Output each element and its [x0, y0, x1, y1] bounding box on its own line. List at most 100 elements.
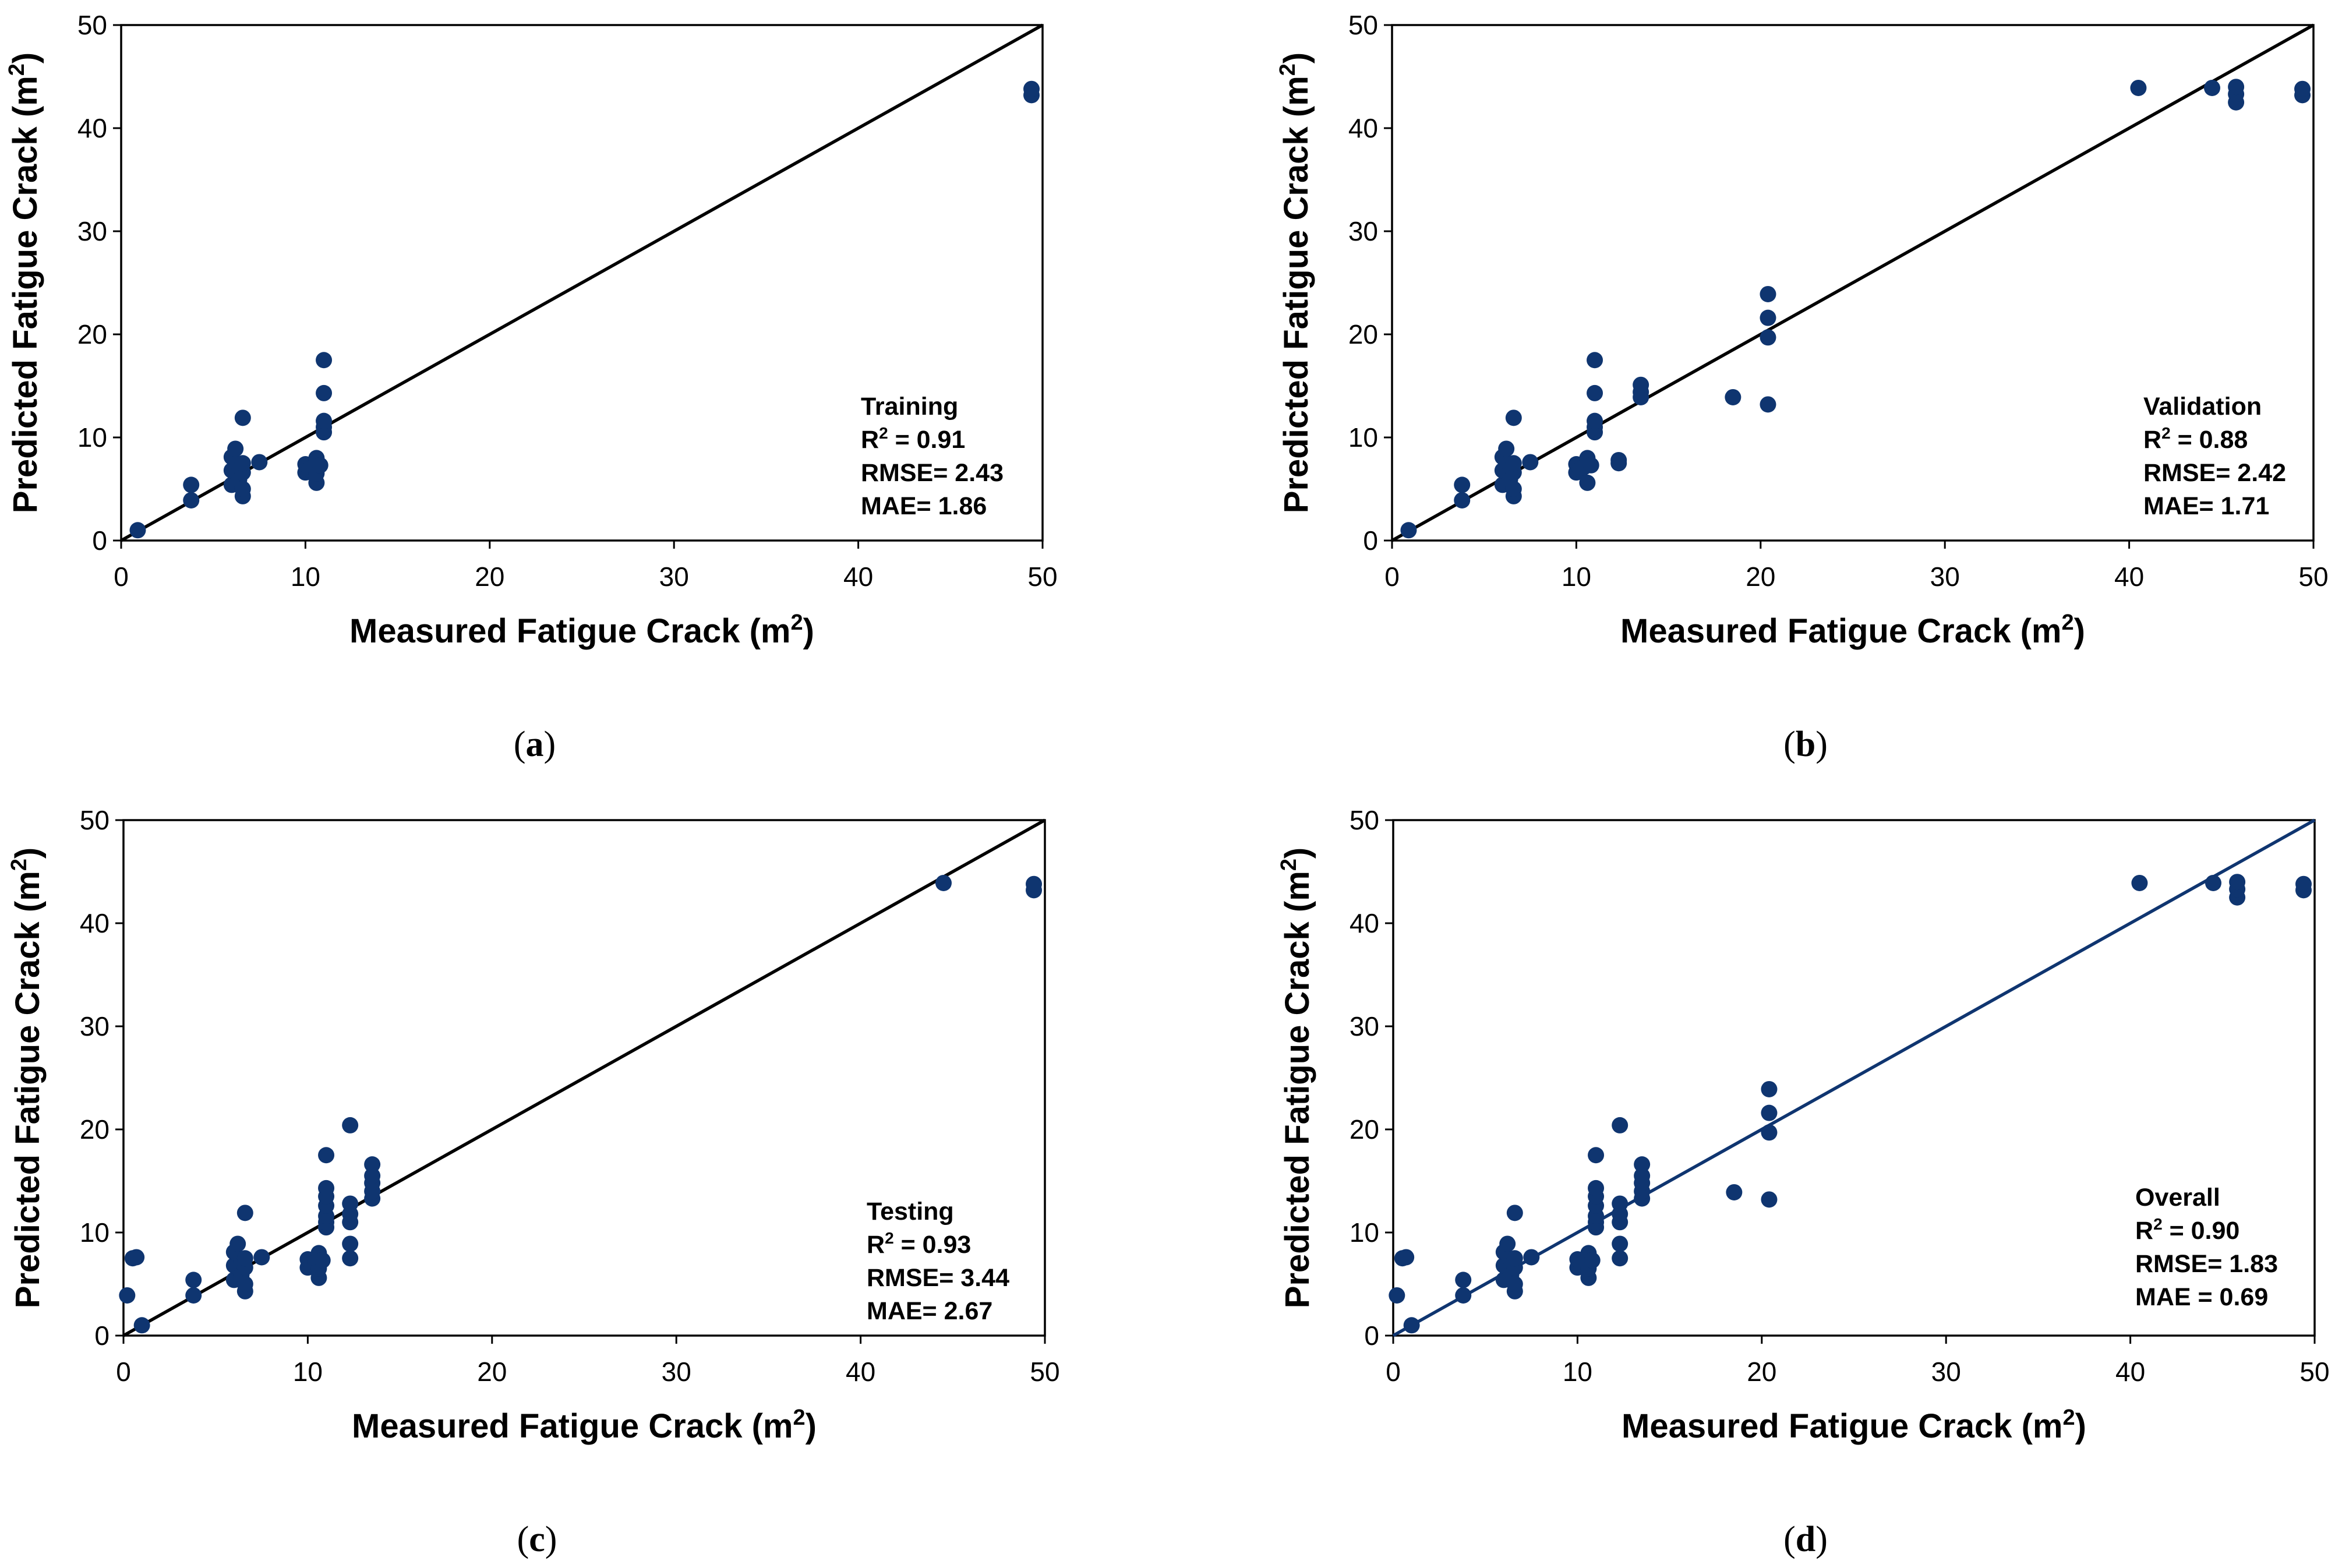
caption-letter: a — [526, 725, 544, 764]
caption-letter: b — [1796, 725, 1815, 764]
caption-letter: d — [1796, 1520, 1815, 1559]
caption-open: ( — [514, 725, 526, 764]
data-point — [2294, 80, 2311, 97]
panel-caption-d: (d) — [1783, 1520, 1828, 1559]
x-tick-label: 40 — [843, 561, 873, 592]
caption-letter: c — [529, 1520, 545, 1559]
y-tick-label: 30 — [1348, 216, 1378, 246]
x-axis-label-sup: 2 — [793, 1405, 806, 1430]
data-point — [342, 1117, 359, 1133]
y-tick-label: 0 — [1364, 1320, 1379, 1351]
data-point — [234, 455, 251, 472]
y-tick-label: 20 — [77, 319, 107, 349]
x-tick-label: 20 — [477, 1357, 507, 1387]
data-point — [1499, 1235, 1516, 1252]
x-axis-label: Measured Fatigue Crack (m2) — [1622, 1405, 2086, 1445]
data-point — [1612, 1235, 1629, 1252]
y-axis-label-text: Predicted Fatigue Crack (m — [9, 871, 47, 1308]
y-tick-label: 10 — [1350, 1217, 1379, 1248]
stats-box-c: Testing R2 = 0.93 RMSE= 3.44 MAE= 2.67 — [867, 1198, 1009, 1325]
x-tick-label: 30 — [1930, 561, 1960, 592]
data-point — [1760, 285, 1776, 302]
y-axis-label-sup: 2 — [1277, 859, 1301, 871]
x-tick-label: 0 — [116, 1357, 131, 1387]
data-point — [1587, 352, 1603, 369]
data-point — [1506, 1276, 1523, 1292]
y-tick-label: 40 — [80, 908, 109, 938]
x-axis-label: Measured Fatigue Crack (m2) — [352, 1405, 817, 1445]
stats-r2-sup: 2 — [2161, 424, 2171, 442]
data-point — [1612, 1195, 1629, 1212]
data-point — [1522, 454, 1539, 471]
x-axis-label-close: ) — [806, 1407, 817, 1445]
stats-mae: MAE= 1.71 — [2143, 492, 2269, 520]
data-point — [316, 412, 333, 429]
plot-frame-d — [1392, 819, 2316, 1337]
x-tick-label: 0 — [114, 561, 129, 592]
data-point — [1612, 1250, 1629, 1267]
line-of-equality-a — [120, 23, 1044, 542]
stats-r2: R2 = 0.88 — [2143, 424, 2248, 454]
data-point — [1505, 409, 1522, 426]
stats-mae: MAE= 2.67 — [867, 1297, 992, 1325]
data-point — [1588, 1179, 1605, 1196]
data-point — [1505, 481, 1522, 497]
y-tick-label: 10 — [77, 422, 107, 453]
data-point — [1634, 1167, 1651, 1184]
data-point — [2130, 79, 2147, 96]
stats-r2-sup: 2 — [879, 424, 888, 442]
data-point — [1760, 396, 1776, 413]
data-point — [185, 1287, 202, 1304]
x-tick-label: 10 — [1562, 561, 1591, 592]
line-of-equality-c — [122, 818, 1046, 1337]
y-axis-label-close: ) — [6, 52, 44, 63]
stats-title: Testing — [867, 1198, 954, 1226]
x-axis-label-text: Measured Fatigue Crack (m — [1622, 1407, 2062, 1445]
y-tick-label: 10 — [1348, 422, 1378, 453]
data-point — [1726, 1184, 1743, 1200]
y-tick-label: 30 — [77, 216, 107, 246]
data-point — [236, 1205, 253, 1221]
chart-d: 0 10 20 30 40 50 0 10 20 30 40 50 Measured Fatigue C… — [1277, 805, 2330, 1559]
data-point — [1454, 476, 1471, 493]
data-point — [133, 1317, 150, 1334]
data-point — [1761, 1104, 1778, 1121]
data-point — [316, 384, 333, 401]
stats-title: Validation — [2143, 393, 2262, 421]
y-axis-label-close: ) — [9, 847, 47, 859]
y-tick-label: 50 — [80, 805, 109, 835]
data-point — [1579, 474, 1596, 491]
data-point — [2131, 874, 2148, 891]
y-axis-label-sup: 2 — [5, 63, 29, 76]
data-point — [1506, 1205, 1523, 1221]
data-point — [316, 352, 333, 369]
y-tick-label: 20 — [1350, 1114, 1379, 1145]
data-point — [229, 1235, 246, 1252]
data-point — [1761, 1191, 1778, 1208]
data-point — [1498, 440, 1515, 457]
x-axis-label-sup: 2 — [2063, 1405, 2075, 1430]
x-tick-label: 20 — [475, 561, 504, 592]
chart-b: 0 10 20 30 40 50 0 10 20 30 40 50 Measured Fatigue C… — [1276, 10, 2329, 764]
stats-r2-value: = 0.91 — [888, 426, 966, 454]
y-tick-label: 50 — [1350, 805, 1379, 835]
x-tick-label: 0 — [1384, 561, 1400, 592]
data-point — [1523, 1249, 1540, 1266]
data-point — [2205, 874, 2221, 891]
stats-title: Training — [861, 393, 958, 421]
data-point — [1398, 1249, 1415, 1266]
y-tick-label: 30 — [1350, 1011, 1379, 1041]
data-point — [1612, 1117, 1629, 1133]
data-point — [1455, 1272, 1472, 1288]
data-point — [236, 1276, 253, 1292]
x-tick-label: 40 — [846, 1357, 875, 1387]
data-point — [364, 1167, 381, 1184]
data-point — [185, 1272, 202, 1288]
y-tick-label: 50 — [77, 10, 107, 40]
y-axis-label: Predicted Fatigue Crack (m2) — [1276, 52, 1315, 513]
stats-r2: R2 = 0.91 — [861, 424, 965, 454]
caption-open: ( — [517, 1520, 529, 1559]
data-point — [1588, 1147, 1605, 1164]
y-axis-label-close: ) — [1277, 52, 1315, 63]
stats-box-a: Training R2 = 0.91 RMSE= 2.43 MAE= 1.86 — [861, 393, 1004, 520]
